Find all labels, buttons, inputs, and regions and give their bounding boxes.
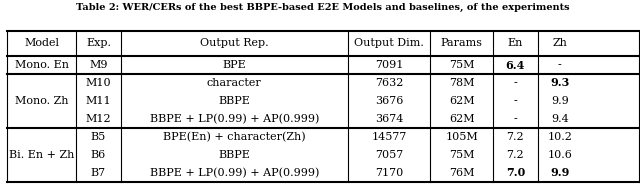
Text: Params: Params: [441, 38, 483, 48]
Text: M10: M10: [86, 78, 111, 88]
Text: 10.6: 10.6: [547, 150, 572, 160]
Text: BBPE + LP(0.99) + AP(0.999): BBPE + LP(0.99) + AP(0.999): [150, 114, 319, 124]
Text: 62M: 62M: [449, 114, 474, 124]
Text: 7057: 7057: [375, 150, 403, 160]
Text: Mono. Zh: Mono. Zh: [15, 96, 68, 106]
Text: 7.0: 7.0: [506, 167, 525, 178]
Text: 62M: 62M: [449, 96, 474, 106]
Text: character: character: [207, 78, 262, 88]
Text: Model: Model: [24, 38, 59, 48]
Text: 7632: 7632: [375, 78, 403, 88]
Text: 14577: 14577: [371, 132, 407, 142]
Text: 3674: 3674: [375, 114, 403, 124]
Text: Output Dim.: Output Dim.: [354, 38, 424, 48]
Text: Zh: Zh: [552, 38, 567, 48]
Text: 75M: 75M: [449, 60, 474, 70]
Text: BBPE + LP(0.99) + AP(0.999): BBPE + LP(0.99) + AP(0.999): [150, 168, 319, 178]
Text: 7.2: 7.2: [507, 150, 524, 160]
Text: 9.4: 9.4: [551, 114, 568, 124]
Text: 3676: 3676: [375, 96, 403, 106]
Text: 78M: 78M: [449, 78, 474, 88]
Text: Exp.: Exp.: [86, 38, 111, 48]
Text: B6: B6: [91, 150, 106, 160]
Text: M12: M12: [86, 114, 111, 124]
Text: B7: B7: [91, 168, 106, 178]
Text: 9.3: 9.3: [550, 78, 570, 88]
Text: M11: M11: [86, 96, 111, 106]
Text: 7170: 7170: [375, 168, 403, 178]
Text: 9.9: 9.9: [551, 96, 568, 106]
Text: 105M: 105M: [445, 132, 478, 142]
Text: 6.4: 6.4: [506, 60, 525, 70]
Text: 10.2: 10.2: [547, 132, 572, 142]
Text: M9: M9: [89, 60, 108, 70]
Text: 76M: 76M: [449, 168, 474, 178]
Text: Output Rep.: Output Rep.: [200, 38, 269, 48]
Text: -: -: [513, 96, 517, 106]
Text: BPE: BPE: [222, 60, 246, 70]
Text: 7091: 7091: [375, 60, 403, 70]
Text: BBPE: BBPE: [218, 150, 250, 160]
Text: BBPE: BBPE: [218, 96, 250, 106]
Text: BPE(En) + character(Zh): BPE(En) + character(Zh): [163, 132, 305, 142]
Text: -: -: [513, 114, 517, 124]
Text: En: En: [508, 38, 523, 48]
Text: -: -: [557, 60, 561, 70]
Text: Bi. En + Zh: Bi. En + Zh: [9, 150, 74, 160]
Text: 7.2: 7.2: [507, 132, 524, 142]
Text: Table 2: WER/CERs of the best BBPE-based E2E Models and baselines, of the experi: Table 2: WER/CERs of the best BBPE-based…: [76, 3, 570, 12]
Text: -: -: [513, 78, 517, 88]
Text: Mono. En: Mono. En: [15, 60, 68, 70]
Text: 75M: 75M: [449, 150, 474, 160]
Text: B5: B5: [91, 132, 106, 142]
Text: 9.9: 9.9: [550, 167, 570, 178]
